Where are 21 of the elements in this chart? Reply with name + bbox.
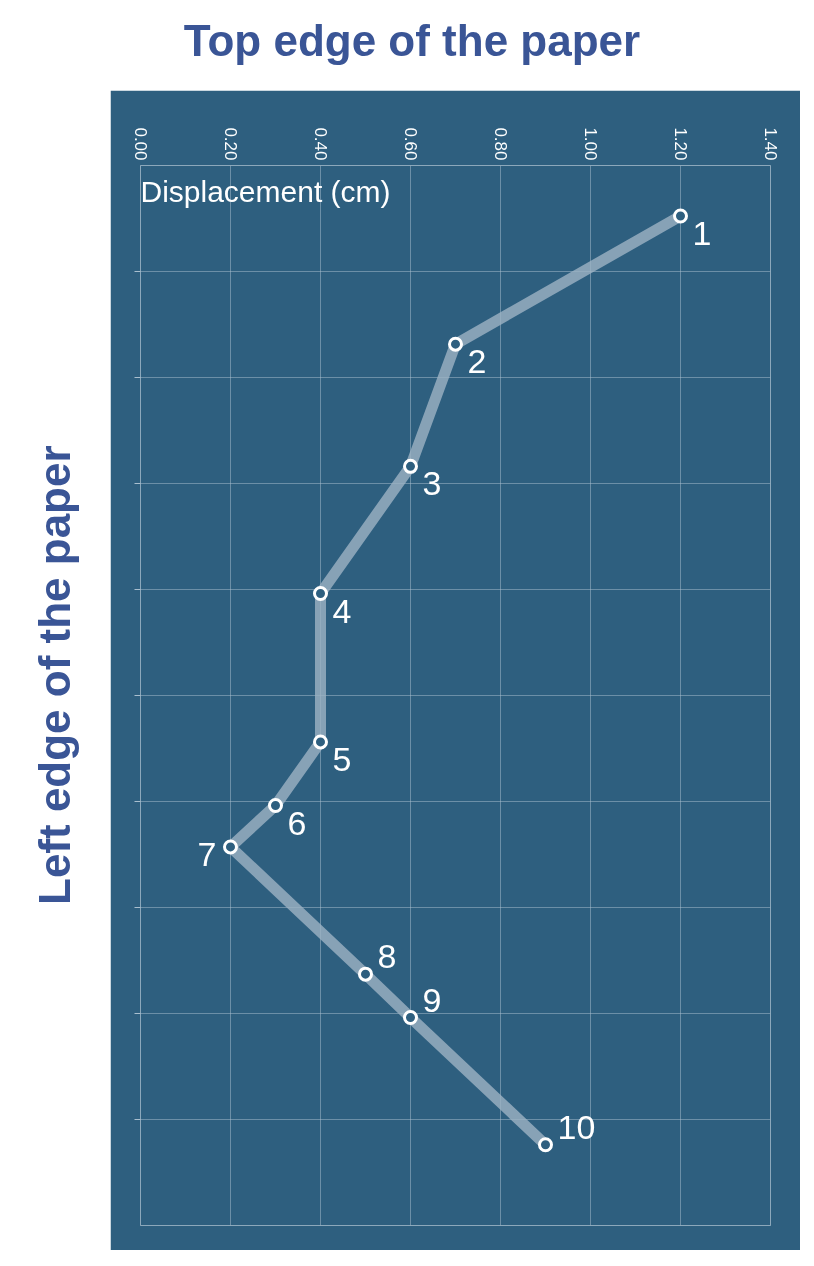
annotation: 7 <box>197 835 217 874</box>
annotation: 2 <box>467 342 487 381</box>
x-tick-label: 1.40 <box>760 127 780 161</box>
annotation: 5 <box>332 739 352 778</box>
annotation: 4 <box>332 591 352 630</box>
x-tick-label: 0.00 <box>130 127 150 161</box>
annotation: 1 <box>692 213 712 252</box>
annotation: 3 <box>422 464 442 503</box>
chart-title: Top edge of the paper <box>183 15 641 67</box>
x-tick-label: 1.00 <box>580 127 600 161</box>
y-axis-title: Left edge of the paper <box>28 445 80 905</box>
annotation: 8 <box>377 937 397 976</box>
x-tick-label: 0.40 <box>310 127 330 161</box>
annotation: 10 <box>557 1107 596 1146</box>
x-tick-label: 1.20 <box>670 127 690 161</box>
x-tick-label: 0.60 <box>400 127 420 161</box>
x-axis-title: Displacement (cm) <box>140 174 391 208</box>
x-tick-label: 0.80 <box>490 127 510 161</box>
annotation: 6 <box>287 803 307 842</box>
annotation: 9 <box>422 980 442 1019</box>
x-tick-label: 0.20 <box>220 127 240 161</box>
